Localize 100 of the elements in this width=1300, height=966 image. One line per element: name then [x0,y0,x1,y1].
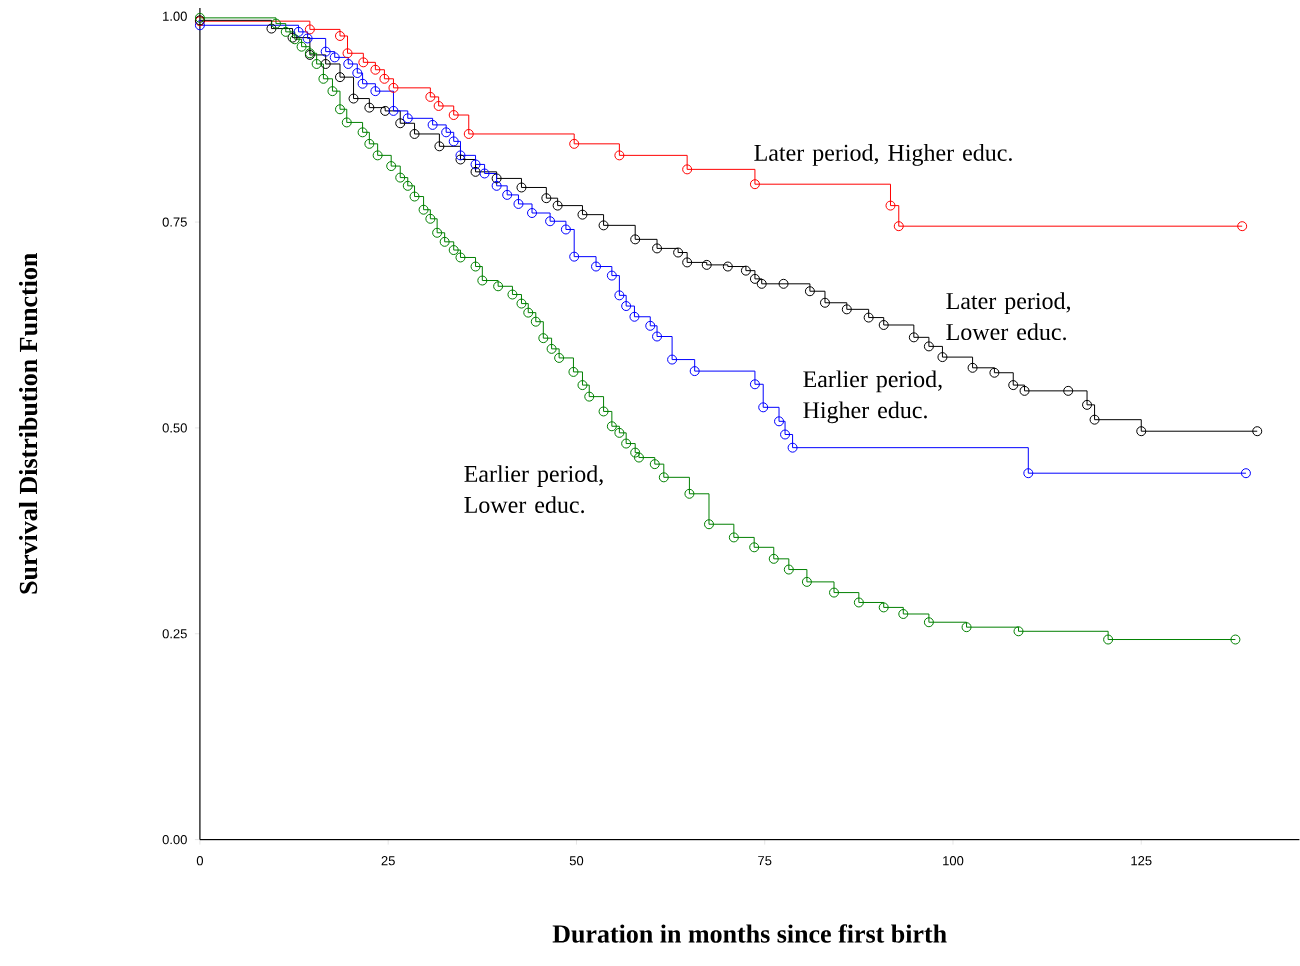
point [455,150,466,161]
point [701,260,712,271]
point [1019,386,1030,397]
point [740,265,751,276]
point [455,154,466,165]
point [778,279,789,290]
point [756,279,767,290]
point [749,379,760,390]
point [491,181,502,192]
point [266,23,277,34]
point [541,193,552,204]
point [388,83,399,94]
point [863,312,874,323]
point [722,261,733,272]
point [380,106,391,117]
point [370,86,381,97]
x-tick-label: 25 [381,856,395,866]
point [448,136,459,147]
y-tick-label: 0.25 [162,629,187,639]
point [409,129,420,140]
point [689,366,700,377]
point [1240,468,1251,479]
y-tick-label: 0.75 [162,217,187,227]
point [780,429,791,440]
point [516,182,527,193]
point [463,129,474,140]
point [967,363,978,374]
point [320,46,331,57]
point [749,274,760,285]
point [878,320,889,331]
point [1252,426,1263,437]
point [652,243,663,254]
point [357,78,368,89]
point [577,209,588,220]
point [470,159,481,170]
point [893,221,904,232]
point [937,352,948,363]
point [379,74,390,85]
point [682,164,693,175]
x-tick-label: 50 [569,856,584,866]
point [491,173,502,184]
point [348,93,359,104]
series-label: Earlier period, Lower educ. [464,465,603,514]
point [1063,386,1074,397]
point [1082,400,1093,411]
point [304,24,315,35]
point [441,127,452,138]
point [1089,414,1100,425]
point [388,106,399,117]
point [513,199,524,210]
point [552,200,563,211]
point [598,220,609,231]
point [302,33,313,44]
x-tick-label: 75 [758,856,772,866]
point [1237,221,1248,232]
point [370,64,381,75]
point [194,20,205,31]
point [427,120,438,131]
point [434,141,445,152]
point [364,102,375,113]
point [545,216,556,227]
x-tick-label: 125 [1131,856,1152,866]
point [630,234,641,245]
point [1008,380,1019,391]
y-tick-label: 1.00 [163,11,187,22]
point [667,354,678,365]
point [293,27,304,38]
point [591,261,602,272]
point [614,150,625,161]
point [569,139,580,150]
point [885,200,896,211]
point [334,72,345,83]
point [402,113,413,124]
point [479,168,490,179]
x-tick-label: 0 [196,856,204,866]
point [342,48,353,59]
y-tick-label: 0.50 [162,423,187,433]
point [502,190,513,201]
point [433,101,444,112]
point [470,167,481,178]
point [569,251,580,262]
y-tick-label: 0.00 [162,835,187,845]
point [358,57,369,68]
point [606,270,617,281]
point [774,416,785,427]
y-axis-title: Survival Distribution Function [18,253,38,594]
point [989,367,1000,378]
point [621,301,632,312]
point [329,52,340,63]
point [908,332,919,343]
point [819,297,830,308]
point [652,331,663,342]
point [841,304,852,315]
point [1136,426,1147,437]
point [923,341,934,352]
point [343,59,354,70]
series-label: Earlier period, Higher educ. [803,370,942,424]
point [682,257,693,268]
x-tick-label: 100 [943,856,964,866]
point [395,118,406,129]
